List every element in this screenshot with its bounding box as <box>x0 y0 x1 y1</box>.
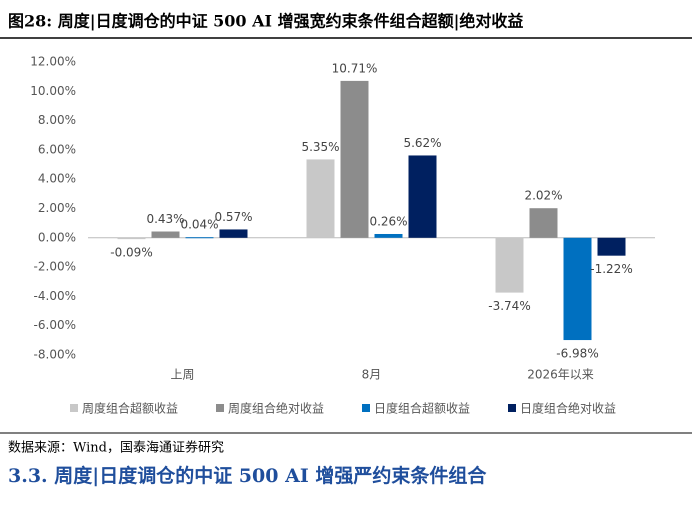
bar <box>529 208 558 238</box>
bar <box>306 159 335 238</box>
data-label: 5.62% <box>403 136 441 150</box>
data-label: 2.02% <box>524 189 562 203</box>
section-heading: 3.3. 周度|日度调仓的中证 500 AI 增强严约束条件组合 <box>8 464 487 487</box>
data-label: 0.57% <box>214 210 252 224</box>
bar <box>151 231 180 238</box>
legend-swatch <box>216 404 224 412</box>
y-tick-label: 8.00% <box>38 113 76 127</box>
legend-label: 周度组合绝对收益 <box>228 401 324 416</box>
legend-swatch <box>70 404 78 412</box>
bar <box>408 155 437 238</box>
y-tick-label: -6.00% <box>34 318 76 332</box>
y-tick-label: 10.00% <box>30 84 76 98</box>
y-tick-label: -2.00% <box>34 260 76 274</box>
data-label: 5.35% <box>301 140 339 154</box>
legend-swatch <box>508 404 516 412</box>
x-tick-label: 8月 <box>362 368 382 382</box>
data-label: 10.71% <box>332 61 378 75</box>
bar <box>597 237 626 256</box>
data-label: -3.74% <box>488 299 530 313</box>
y-tick-label: -4.00% <box>34 289 76 303</box>
y-tick-label: 6.00% <box>38 142 76 156</box>
data-label: -0.09% <box>110 246 152 260</box>
y-tick-label: 4.00% <box>38 172 76 186</box>
y-tick-label: 12.00% <box>30 55 76 69</box>
figure-title: 图28: 周度|日度调仓的中证 500 AI 增强宽约束条件组合超额|绝对收益 <box>8 12 523 31</box>
bar <box>185 237 214 239</box>
data-label: 0.26% <box>369 214 407 228</box>
x-tick-label: 2026年以来 <box>527 368 594 382</box>
bar <box>340 80 369 238</box>
data-label: -6.98% <box>556 347 598 361</box>
data-label: 0.04% <box>180 218 218 232</box>
y-tick-label: 0.00% <box>38 230 76 244</box>
legend-label: 日度组合绝对收益 <box>520 401 616 416</box>
x-tick-label: 上周 <box>170 368 194 382</box>
bar <box>117 237 146 240</box>
source: 数据来源：Wind，国泰海通证券研究 <box>8 440 224 456</box>
legend-label: 日度组合超额收益 <box>374 401 470 416</box>
data-label: 0.43% <box>146 212 184 226</box>
legend-label: 周度组合超额收益 <box>82 401 178 416</box>
bar <box>374 233 403 238</box>
y-tick-label: -8.00% <box>34 348 76 362</box>
legend-swatch <box>362 404 370 412</box>
y-tick-label: 2.00% <box>38 201 76 215</box>
data-label: -1.22% <box>590 262 632 276</box>
bar <box>219 229 248 238</box>
bar <box>495 237 524 293</box>
bar <box>563 237 592 341</box>
